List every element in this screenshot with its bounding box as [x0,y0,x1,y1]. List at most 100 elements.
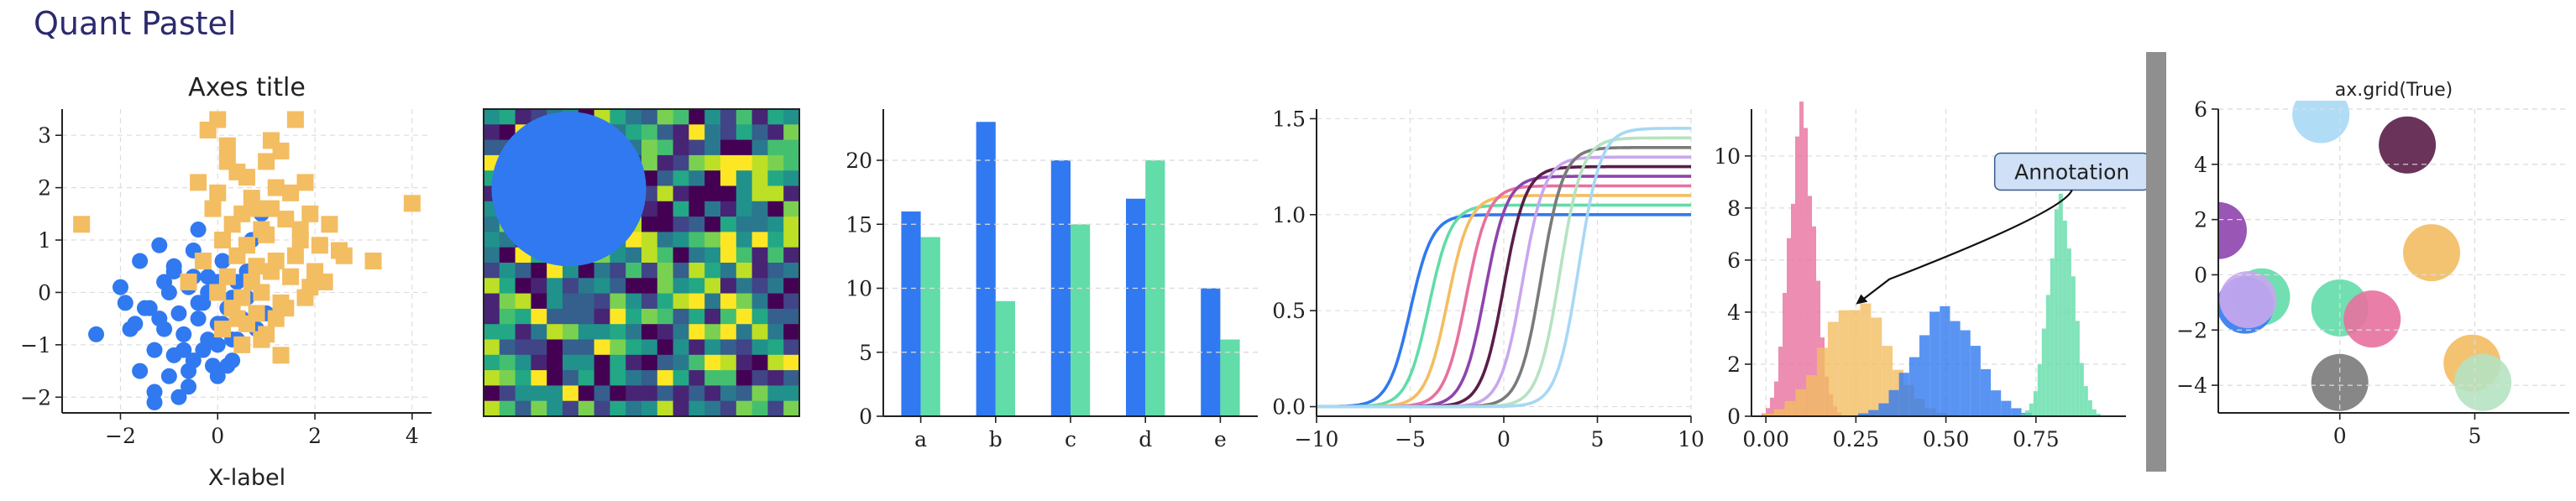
histogram-bar [1960,330,1971,416]
heatmap-cell [578,263,595,279]
heatmap-cell [610,263,626,279]
heatmap-cell [484,293,500,310]
heatmap-cell [704,232,721,248]
heatmap-cell [641,217,658,232]
heatmap-cell [641,293,658,310]
heatmap-cell [626,278,642,295]
x-tick-label: 0 [1497,427,1511,451]
x-tick-label: e [1214,427,1227,451]
heatmap-cell [641,232,658,248]
heatmap-cell [673,370,689,386]
scatter-panel: −2 −1 0 1 2 3 −2 0 2 4 Axes title X-label [20,73,432,491]
series-line [1317,127,1691,409]
heatmap-cell [720,109,737,125]
figure-title: Quant Pastel [34,5,237,42]
heatmap-cell [783,354,800,371]
heatmap-cell [531,354,547,371]
heatmap-cell [673,400,689,417]
heatmap-cell [736,278,753,295]
heatmap-cell [547,263,563,279]
heatmap-cell [531,339,547,356]
histogram-bar [1888,389,1899,416]
heatmap-cell [578,324,595,341]
scatter-square [262,200,280,217]
heatmap-cell [641,308,658,325]
heatmap-cell [547,278,563,295]
heatmap-cell [484,217,500,232]
scatter-square [248,258,265,275]
heatmap-cell [657,185,674,202]
histogram-bar [1980,368,1992,416]
heatmap-cell [484,232,500,248]
heatmap-cell [563,370,579,386]
y-tick-label: 1 [38,228,51,253]
histogram-bar [1766,408,1771,416]
heatmap-cell [736,185,753,202]
heatmap-cell [641,370,658,386]
heatmap-cell [626,293,642,310]
heatmap-cell [704,139,721,156]
scatter-point [112,279,128,295]
line-panel: 0.0 0.5 1.0 1.5 −10 −5 0 5 10 [1272,107,1704,451]
histogram-bar [1774,381,1779,416]
heatmap-cell [767,308,784,325]
heatmap-cell [767,400,784,417]
heatmap-cell [657,400,674,417]
heatmap-cell [547,370,563,386]
heatmap-cell [689,247,705,264]
histogram-bar [1858,413,1869,416]
y-tick-label: 4 [1727,300,1741,325]
heatmap-cell [673,247,689,264]
heatmap-cell [484,370,500,386]
y-tick-label: −1 [20,333,51,357]
heatmap-cell [594,339,610,356]
heatmap-cell [657,263,674,279]
histogram-bar [2054,209,2059,416]
y-tick-label: 5 [859,341,872,365]
heatmap-cell [720,293,737,310]
scatter-point [136,300,153,316]
heatmap-cell [499,385,516,402]
scatter-square [296,289,314,306]
heatmap-cell [720,278,737,295]
heatmap-cell [767,385,784,402]
histogram-bar [1784,400,1796,416]
heatmap-cell [563,339,579,356]
heatmap-cell [751,400,768,417]
heatmap-cell [641,278,658,295]
heatmap-cell [704,293,721,310]
histogram-bar [1770,397,1775,416]
heatmap-cell [720,217,737,232]
heatmap-cell [767,278,784,295]
scatter-square [316,273,333,290]
heatmap-cell [673,339,689,356]
heatmap-cell [736,247,753,264]
scatter-point [117,295,134,311]
heatmap-cell [657,370,674,386]
heatmap-cell [767,185,784,202]
heatmap-cell [578,308,595,325]
histogram-bar [2087,399,2092,416]
heatmap-cell [578,354,595,371]
heatmap-cell [657,278,674,295]
heatmap-cell [767,154,784,171]
y-tick-label: 20 [846,149,872,173]
scatter-square [286,111,304,128]
scatter-square [321,216,338,233]
y-tick-label: 6 [1727,248,1741,273]
scatter-point [190,295,207,311]
x-tick-label: 0 [2333,424,2347,448]
scatter-square [218,137,236,154]
heatmap-cell [657,201,674,217]
bubble [2403,224,2461,282]
heatmap-cell [578,370,595,386]
heatmap-cell [657,139,674,156]
heatmap-cell [594,370,610,386]
heatmap-cell [515,339,531,356]
heatmap-cell [689,232,705,248]
scatter-square [214,232,232,249]
y-tick-label: 1.0 [1272,203,1306,227]
heatmap-cell [704,370,721,386]
histogram-bar [1849,310,1861,416]
histogram-bar [1919,335,1930,416]
